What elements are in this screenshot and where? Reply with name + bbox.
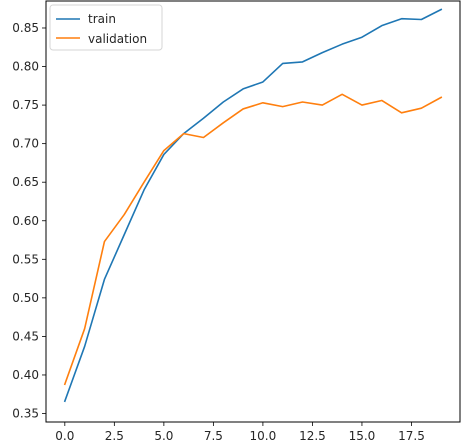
x-axis: 0.0 2.5 5.0 7.5 10.0 12.5 15.0 17.5 — [55, 422, 425, 441]
y-tick-label: 0.80 — [12, 60, 39, 74]
x-tick-label: 17.5 — [398, 429, 425, 441]
x-tick-label: 5.0 — [154, 429, 173, 441]
x-tick-label: 15.0 — [349, 429, 376, 441]
legend-label-train: train — [88, 12, 116, 26]
x-tick-label: 12.5 — [299, 429, 326, 441]
y-axis: 0.35 0.40 0.45 0.50 0.55 0.60 0.65 0.70 0.75 0.80… — [12, 21, 46, 421]
y-tick-label: 0.35 — [12, 407, 39, 421]
x-tick-label: 10.0 — [250, 429, 277, 441]
y-tick-label: 0.60 — [12, 214, 39, 228]
y-tick-label: 0.45 — [12, 329, 39, 343]
y-tick-label: 0.75 — [12, 98, 39, 112]
series-lines — [63, 8, 443, 403]
x-tick-label: 0.0 — [55, 429, 74, 441]
x-tick-label: 7.5 — [204, 429, 223, 441]
x-tick-label: 2.5 — [105, 429, 124, 441]
legend: train validation — [49, 4, 163, 51]
y-tick-label: 0.65 — [12, 175, 39, 189]
y-tick-label: 0.70 — [12, 137, 39, 151]
y-tick-label: 0.85 — [12, 21, 39, 35]
y-tick-label: 0.40 — [12, 368, 39, 382]
y-tick-label: 0.55 — [12, 252, 39, 266]
legend-label-validation: validation — [88, 32, 147, 46]
y-tick-label: 0.50 — [12, 291, 39, 305]
series-line-validation — [63, 93, 443, 386]
series-line-train — [63, 8, 443, 403]
plot-frame — [45, 0, 461, 423]
